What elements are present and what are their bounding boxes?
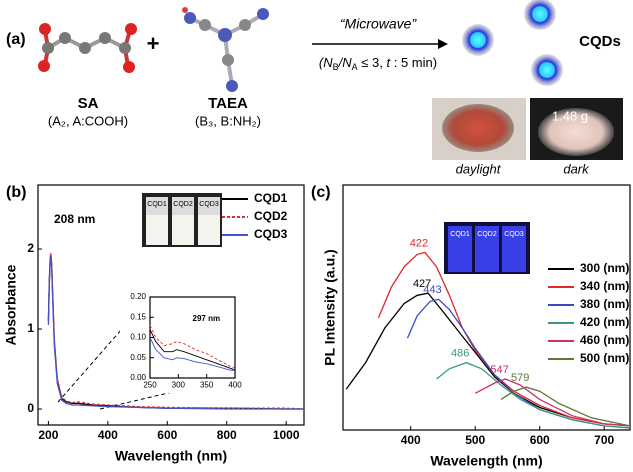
x-tick-label: 250 bbox=[143, 380, 157, 389]
x-axis-label: Wavelength (nm) bbox=[430, 453, 542, 469]
cond-part: /N bbox=[338, 55, 353, 70]
legend-label: 300 (nm) bbox=[580, 261, 629, 275]
legend-label: 460 (nm) bbox=[580, 333, 629, 347]
x-tick-label: 500 bbox=[465, 433, 485, 447]
series-line bbox=[149, 337, 236, 372]
x-tick-label: 600 bbox=[530, 433, 550, 447]
vial-label: CQD1 bbox=[450, 231, 470, 238]
product: CQDs bbox=[579, 33, 621, 50]
vials-b: CQD1 CQD2 CQD3 bbox=[142, 193, 222, 247]
peak-label: 427 bbox=[413, 278, 431, 290]
peak-label: 443 bbox=[423, 284, 441, 296]
legend-label: CQD1 bbox=[254, 191, 288, 205]
x-tick-label: 400 bbox=[401, 433, 421, 447]
x-tick-label: 200 bbox=[38, 428, 58, 442]
peak-label: 486 bbox=[451, 348, 469, 360]
cond-part: B bbox=[333, 62, 339, 72]
y-axis-label: PL Intensity (a.u.) bbox=[322, 249, 338, 365]
arrow-label: “Microwave” bbox=[340, 16, 418, 32]
vial-label: CQD3 bbox=[504, 231, 524, 238]
sa-molecule bbox=[38, 23, 137, 73]
arrow-head bbox=[438, 39, 448, 49]
vials-c: CQD1 CQD2 CQD3 bbox=[444, 222, 530, 274]
y-tick-label: 0.00 bbox=[130, 373, 146, 382]
series-line bbox=[47, 256, 304, 410]
series-line bbox=[149, 329, 236, 371]
panel-a: (a) SA (A₂, A:COOH) + TAEA (B₃, B:NH₂) “… bbox=[6, 0, 623, 176]
cqd-dot bbox=[462, 24, 494, 56]
legend-label: 420 (nm) bbox=[580, 315, 629, 329]
vial-label: CQD3 bbox=[199, 201, 219, 208]
cqd-dot bbox=[524, 0, 556, 30]
zoom-line bbox=[57, 296, 151, 403]
x-tick-label: 1000 bbox=[273, 428, 300, 442]
legend-label: CQD3 bbox=[254, 227, 288, 241]
y-axis-label: Absorbance bbox=[3, 264, 19, 345]
x-tick-label: 400 bbox=[98, 428, 118, 442]
x-tick-label: 600 bbox=[157, 428, 177, 442]
x-tick-label: 300 bbox=[172, 380, 186, 389]
legend-label: 500 (nm) bbox=[580, 351, 629, 365]
panel-label: (a) bbox=[6, 31, 26, 48]
taea-formula: (B₃, B:NH₂) bbox=[195, 113, 261, 128]
legend-label: 340 (nm) bbox=[580, 279, 629, 293]
y-tick-label: 0.05 bbox=[130, 353, 146, 362]
powder bbox=[538, 108, 614, 156]
vial-label: CQD1 bbox=[147, 201, 167, 208]
series-line bbox=[436, 361, 631, 429]
vial-label: CQD2 bbox=[173, 201, 193, 208]
peak-label: 422 bbox=[410, 237, 428, 249]
cqd-dot bbox=[531, 54, 563, 86]
taea-name: TAEA bbox=[208, 95, 248, 112]
series-line bbox=[474, 378, 631, 427]
cond-part: (N bbox=[319, 55, 333, 70]
series-line bbox=[500, 386, 631, 427]
legend-label: CQD2 bbox=[254, 209, 288, 223]
panel-label: (b) bbox=[6, 184, 26, 201]
y-tick-label: 2 bbox=[27, 241, 34, 255]
cond-part: A bbox=[352, 62, 358, 72]
x-tick-label: 700 bbox=[594, 433, 614, 447]
condition: (NB/NA ≤ 3, t : 5 min) bbox=[319, 55, 437, 72]
photo-label: dark bbox=[563, 161, 590, 176]
panel-label: (c) bbox=[311, 184, 331, 201]
y-tick-label: 0.15 bbox=[130, 312, 146, 321]
peak-label: 579 bbox=[511, 372, 529, 384]
plot-frame bbox=[342, 184, 631, 431]
y-tick-label: 0 bbox=[27, 401, 34, 415]
x-tick-label: 800 bbox=[217, 428, 237, 442]
x-tick-label: 350 bbox=[200, 380, 214, 389]
peak-label: 547 bbox=[490, 364, 508, 376]
sa-name: SA bbox=[78, 95, 99, 112]
annotation: 208 nm bbox=[54, 212, 95, 226]
y-tick-label: 0.10 bbox=[130, 333, 146, 342]
plus: + bbox=[147, 31, 160, 56]
y-tick-label: 0.20 bbox=[130, 292, 146, 301]
taea-molecule bbox=[182, 7, 269, 92]
powder bbox=[442, 104, 514, 152]
legend-label: 380 (nm) bbox=[580, 297, 629, 311]
cond-part: ≤ 3, bbox=[358, 55, 387, 70]
plot-frame bbox=[37, 184, 305, 426]
cond-part: : 5 min) bbox=[390, 55, 437, 70]
photo-label: daylight bbox=[456, 161, 502, 176]
cond-part: t bbox=[386, 55, 391, 70]
annotation: 297 nm bbox=[193, 314, 221, 323]
y-tick-label: 1 bbox=[27, 321, 34, 335]
mass: 1.48 g bbox=[552, 108, 588, 123]
vial-label: CQD2 bbox=[477, 231, 497, 238]
series-line bbox=[149, 325, 236, 369]
series-line bbox=[47, 252, 305, 410]
sa-formula: (A₂, A:COOH) bbox=[48, 113, 128, 128]
x-tick-label: 400 bbox=[228, 380, 242, 389]
x-axis-label: Wavelength (nm) bbox=[115, 448, 227, 464]
